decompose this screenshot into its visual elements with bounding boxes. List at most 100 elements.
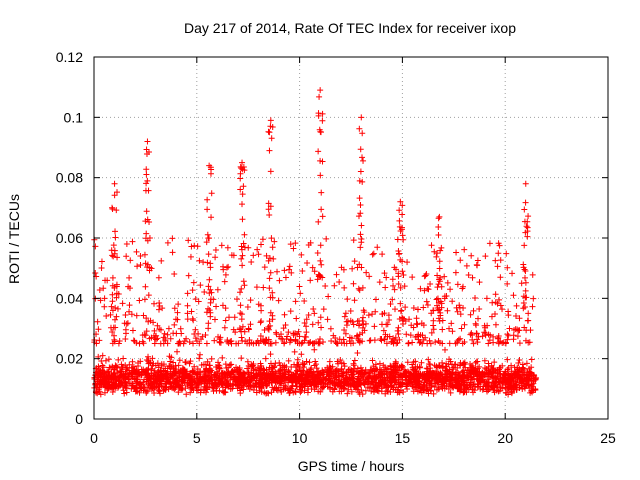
data-point	[110, 324, 117, 331]
data-point	[111, 366, 118, 373]
data-point	[314, 276, 321, 283]
data-point	[510, 383, 517, 390]
data-point	[101, 295, 108, 302]
data-point	[109, 389, 116, 396]
data-point	[97, 391, 104, 398]
data-point	[239, 201, 246, 208]
data-point	[269, 289, 276, 296]
data-point	[137, 358, 144, 365]
data-point	[229, 368, 236, 375]
data-point	[496, 296, 503, 303]
data-point	[403, 331, 410, 338]
data-point	[522, 380, 529, 387]
data-point	[133, 248, 140, 255]
data-point	[109, 204, 116, 211]
data-point	[389, 276, 396, 283]
data-point	[114, 189, 121, 196]
data-point	[135, 363, 142, 370]
data-point	[198, 361, 205, 368]
data-point	[174, 309, 181, 316]
data-point	[144, 388, 151, 395]
data-point	[388, 378, 395, 385]
data-point	[173, 366, 180, 373]
data-point	[114, 305, 121, 312]
data-point	[160, 334, 167, 341]
data-point	[446, 369, 453, 376]
data-point	[521, 206, 528, 213]
data-point	[191, 378, 198, 385]
data-point	[154, 376, 161, 383]
data-point	[169, 235, 176, 242]
data-point	[517, 375, 524, 382]
data-point	[368, 366, 375, 373]
data-point	[127, 257, 134, 264]
data-point	[128, 311, 135, 318]
data-point	[278, 367, 285, 374]
data-point	[419, 332, 426, 339]
data-point	[158, 361, 165, 368]
data-point	[140, 340, 147, 347]
data-point	[325, 367, 332, 374]
data-point	[433, 296, 440, 303]
data-point	[349, 371, 356, 378]
data-point	[111, 180, 118, 187]
data-point	[174, 348, 181, 355]
data-point	[101, 303, 108, 310]
data-point	[191, 363, 198, 370]
data-point	[446, 340, 453, 347]
data-point	[119, 363, 126, 370]
data-point	[328, 378, 335, 385]
data-point	[309, 370, 316, 377]
data-point	[282, 274, 289, 281]
data-point	[310, 306, 317, 313]
data-point	[474, 257, 481, 264]
data-point	[501, 376, 508, 383]
data-point	[391, 286, 398, 293]
data-point	[522, 199, 529, 206]
data-point	[170, 359, 177, 366]
data-point	[528, 356, 535, 363]
data-point	[92, 269, 99, 276]
data-point	[440, 375, 447, 382]
data-point	[240, 382, 247, 389]
data-point	[263, 252, 270, 259]
data-point	[317, 314, 324, 321]
data-point	[141, 331, 148, 338]
data-point	[237, 170, 244, 177]
data-point	[363, 269, 370, 276]
data-point	[294, 340, 301, 347]
data-point	[496, 242, 503, 249]
data-point	[467, 331, 474, 338]
data-point	[378, 383, 385, 390]
data-point	[142, 218, 149, 225]
data-point	[438, 283, 445, 290]
data-point	[352, 381, 359, 388]
grid-lines	[94, 57, 608, 419]
data-point	[318, 189, 325, 196]
data-point	[492, 321, 499, 328]
data-point	[124, 320, 131, 327]
data-point	[126, 274, 133, 281]
data-point	[201, 374, 208, 381]
data-point	[431, 383, 438, 390]
data-point	[203, 365, 210, 372]
data-point	[516, 327, 523, 334]
data-point	[454, 308, 461, 315]
data-point	[200, 259, 207, 266]
data-point	[182, 385, 189, 392]
data-point	[130, 363, 137, 370]
data-point	[213, 383, 220, 390]
data-point	[294, 368, 301, 375]
data-point	[233, 340, 240, 347]
data-point	[494, 263, 501, 270]
data-point	[381, 368, 388, 375]
data-point	[410, 375, 417, 382]
data-point	[206, 362, 213, 369]
data-point	[145, 292, 152, 299]
data-point	[129, 358, 136, 365]
data-point	[203, 340, 210, 347]
data-point	[190, 279, 197, 286]
data-point	[144, 177, 151, 184]
data-point	[355, 213, 362, 220]
data-point	[316, 93, 323, 100]
